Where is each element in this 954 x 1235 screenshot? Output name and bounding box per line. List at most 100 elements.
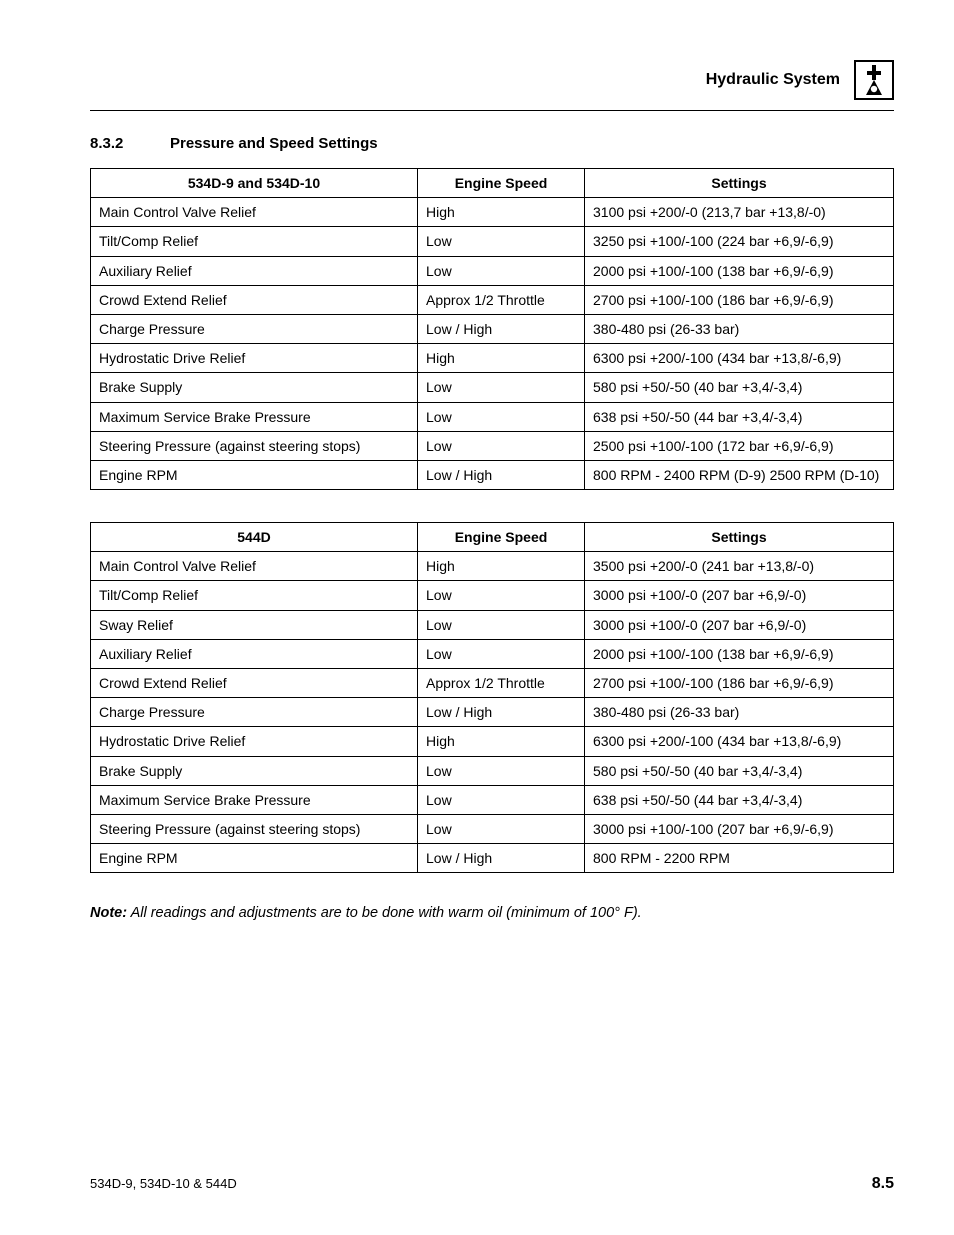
section-heading: 8.3.2 Pressure and Speed Settings — [90, 135, 894, 152]
table-cell: High — [418, 727, 585, 756]
table-cell: High — [418, 552, 585, 581]
table-row: Crowd Extend ReliefApprox 1/2 Throttle27… — [91, 669, 894, 698]
table-row: Auxiliary ReliefLow2000 psi +100/-100 (1… — [91, 256, 894, 285]
header-rule — [90, 110, 894, 111]
table-cell: 2000 psi +100/-100 (138 bar +6,9/-6,9) — [585, 256, 894, 285]
table-cell: Approx 1/2 Throttle — [418, 669, 585, 698]
table-row: Tilt/Comp ReliefLow3250 psi +100/-100 (2… — [91, 227, 894, 256]
table-cell: Low / High — [418, 314, 585, 343]
table-row: Crowd Extend ReliefApprox 1/2 Throttle27… — [91, 285, 894, 314]
table-cell: 3250 psi +100/-100 (224 bar +6,9/-6,9) — [585, 227, 894, 256]
table-cell: Low — [418, 639, 585, 668]
page-footer: 534D-9, 534D-10 & 544D 8.5 — [90, 1175, 894, 1193]
table-cell: High — [418, 344, 585, 373]
table-cell: Approx 1/2 Throttle — [418, 285, 585, 314]
table-cell: 580 psi +50/-50 (40 bar +3,4/-3,4) — [585, 756, 894, 785]
table-cell: 2700 psi +100/-100 (186 bar +6,9/-6,9) — [585, 669, 894, 698]
table-row: Charge PressureLow / High380-480 psi (26… — [91, 314, 894, 343]
table-row: Charge PressureLow / High380-480 psi (26… — [91, 698, 894, 727]
table-cell: Maximum Service Brake Pressure — [91, 402, 418, 431]
table-cell: 3500 psi +200/-0 (241 bar +13,8/-0) — [585, 552, 894, 581]
table-cell: Low / High — [418, 460, 585, 489]
table-row: Steering Pressure (against steering stop… — [91, 431, 894, 460]
manual-icon — [854, 60, 894, 100]
table-row: Tilt/Comp ReliefLow3000 psi +100/-0 (207… — [91, 581, 894, 610]
table-cell: High — [418, 198, 585, 227]
table-row: Sway ReliefLow3000 psi +100/-0 (207 bar … — [91, 610, 894, 639]
table-cell: Tilt/Comp Relief — [91, 227, 418, 256]
table-cell: Crowd Extend Relief — [91, 285, 418, 314]
col-header-param: 534D-9 and 534D-10 — [91, 169, 418, 198]
table-cell: Main Control Valve Relief — [91, 552, 418, 581]
col-header-param: 544D — [91, 523, 418, 552]
table-cell: Low — [418, 227, 585, 256]
col-header-speed: Engine Speed — [418, 523, 585, 552]
table-cell: Main Control Valve Relief — [91, 198, 418, 227]
table-cell: 3000 psi +100/-100 (207 bar +6,9/-6,9) — [585, 814, 894, 843]
note: Note: All readings and adjustments are t… — [90, 905, 894, 921]
table-cell: 2500 psi +100/-100 (172 bar +6,9/-6,9) — [585, 431, 894, 460]
note-label: Note: — [90, 905, 127, 921]
table-cell: 2000 psi +100/-100 (138 bar +6,9/-6,9) — [585, 639, 894, 668]
table-cell: Charge Pressure — [91, 314, 418, 343]
table-cell: Low / High — [418, 698, 585, 727]
table-cell: Low — [418, 814, 585, 843]
header-title: Hydraulic System — [706, 71, 840, 89]
table-cell: Low — [418, 431, 585, 460]
table-header-row: 544D Engine Speed Settings — [91, 523, 894, 552]
table-cell: 580 psi +50/-50 (40 bar +3,4/-3,4) — [585, 373, 894, 402]
table-cell: Low — [418, 610, 585, 639]
footer-left: 534D-9, 534D-10 & 544D — [90, 1176, 237, 1191]
table-cell: 380-480 psi (26-33 bar) — [585, 314, 894, 343]
page-number: 8.5 — [872, 1175, 894, 1193]
table-cell: Steering Pressure (against steering stop… — [91, 431, 418, 460]
table-cell: Hydrostatic Drive Relief — [91, 344, 418, 373]
table-row: Steering Pressure (against steering stop… — [91, 814, 894, 843]
table-row: Maximum Service Brake PressureLow638 psi… — [91, 785, 894, 814]
table-cell: 380-480 psi (26-33 bar) — [585, 698, 894, 727]
table-row: Main Control Valve ReliefHigh3500 psi +2… — [91, 552, 894, 581]
table-row: Main Control Valve ReliefHigh3100 psi +2… — [91, 198, 894, 227]
table-cell: Brake Supply — [91, 373, 418, 402]
spec-table-544d: 544D Engine Speed Settings Main Control … — [90, 522, 894, 873]
table-row: Hydrostatic Drive ReliefHigh6300 psi +20… — [91, 344, 894, 373]
table-cell: Low — [418, 581, 585, 610]
table-cell: 6300 psi +200/-100 (434 bar +13,8/-6,9) — [585, 344, 894, 373]
spec-table-534d: 534D-9 and 534D-10 Engine Speed Settings… — [90, 168, 894, 490]
table-row: Auxiliary ReliefLow2000 psi +100/-100 (1… — [91, 639, 894, 668]
table-cell: Steering Pressure (against steering stop… — [91, 814, 418, 843]
table-cell: Crowd Extend Relief — [91, 669, 418, 698]
table-cell: Engine RPM — [91, 844, 418, 873]
table-cell: 2700 psi +100/-100 (186 bar +6,9/-6,9) — [585, 285, 894, 314]
table-cell: 6300 psi +200/-100 (434 bar +13,8/-6,9) — [585, 727, 894, 756]
table-body: Main Control Valve ReliefHigh3100 psi +2… — [91, 198, 894, 490]
col-header-speed: Engine Speed — [418, 169, 585, 198]
table-cell: Auxiliary Relief — [91, 256, 418, 285]
note-text: All readings and adjustments are to be d… — [131, 905, 642, 921]
table-row: Engine RPMLow / High800 RPM - 2400 RPM (… — [91, 460, 894, 489]
table-cell: Low / High — [418, 844, 585, 873]
table-cell: Sway Relief — [91, 610, 418, 639]
table-cell: Low — [418, 402, 585, 431]
table-row: Engine RPMLow / High800 RPM - 2200 RPM — [91, 844, 894, 873]
section-title: Pressure and Speed Settings — [170, 135, 378, 152]
table-cell: Hydrostatic Drive Relief — [91, 727, 418, 756]
table-cell: 3000 psi +100/-0 (207 bar +6,9/-0) — [585, 610, 894, 639]
table-cell: Engine RPM — [91, 460, 418, 489]
table-body: Main Control Valve ReliefHigh3500 psi +2… — [91, 552, 894, 873]
page-header: Hydraulic System — [90, 60, 894, 100]
section-number: 8.3.2 — [90, 135, 170, 152]
table-cell: 638 psi +50/-50 (44 bar +3,4/-3,4) — [585, 402, 894, 431]
table-cell: Auxiliary Relief — [91, 639, 418, 668]
table-cell: Charge Pressure — [91, 698, 418, 727]
table-cell: 638 psi +50/-50 (44 bar +3,4/-3,4) — [585, 785, 894, 814]
page: Hydraulic System 8.3.2 Pressure and Spee… — [0, 0, 954, 1235]
table-cell: Low — [418, 373, 585, 402]
table-row: Brake SupplyLow580 psi +50/-50 (40 bar +… — [91, 756, 894, 785]
table-cell: Maximum Service Brake Pressure — [91, 785, 418, 814]
table-cell: 3100 psi +200/-0 (213,7 bar +13,8/-0) — [585, 198, 894, 227]
col-header-settings: Settings — [585, 523, 894, 552]
table-cell: Tilt/Comp Relief — [91, 581, 418, 610]
table-cell: 3000 psi +100/-0 (207 bar +6,9/-0) — [585, 581, 894, 610]
col-header-settings: Settings — [585, 169, 894, 198]
